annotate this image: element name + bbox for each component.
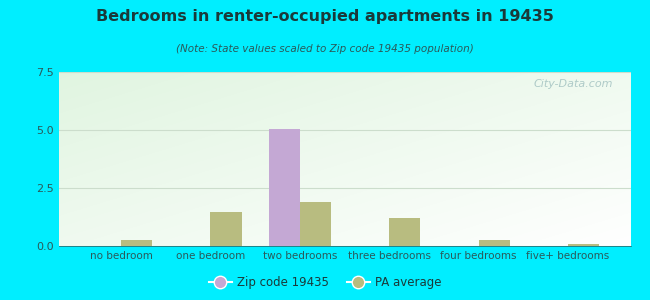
Text: Bedrooms in renter-occupied apartments in 19435: Bedrooms in renter-occupied apartments i… xyxy=(96,9,554,24)
Bar xyxy=(211,212,242,246)
Bar xyxy=(121,239,152,246)
Bar xyxy=(268,129,300,246)
Bar xyxy=(389,218,421,246)
Bar xyxy=(478,239,510,246)
Text: (Note: State values scaled to Zip code 19435 population): (Note: State values scaled to Zip code 1… xyxy=(176,44,474,53)
Legend: Zip code 19435, PA average: Zip code 19435, PA average xyxy=(204,272,446,294)
Bar xyxy=(568,244,599,246)
Bar xyxy=(300,202,331,246)
Text: City-Data.com: City-Data.com xyxy=(534,79,614,89)
